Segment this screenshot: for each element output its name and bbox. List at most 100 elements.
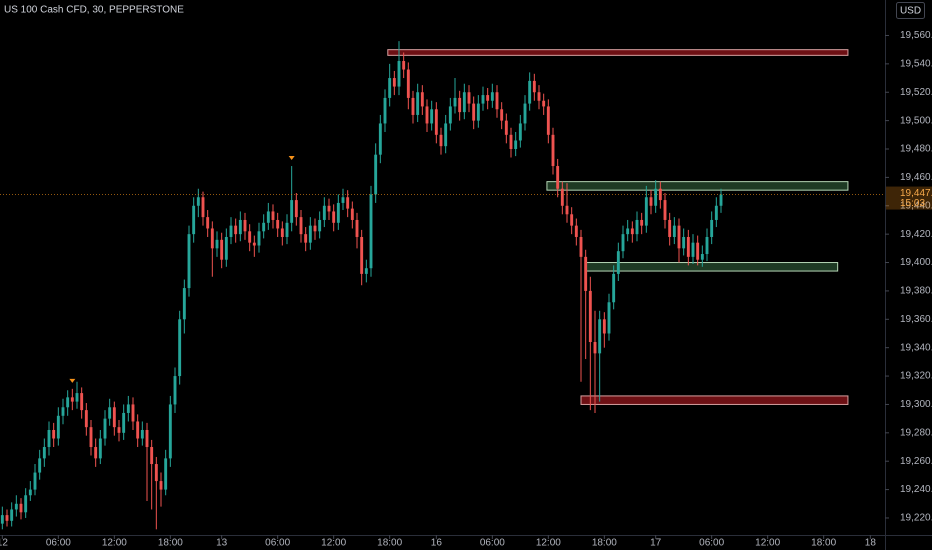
candle-body <box>280 228 284 237</box>
candle-body <box>182 288 186 320</box>
zone <box>585 262 839 272</box>
candle-body <box>383 97 387 124</box>
candle-body <box>196 197 200 206</box>
candle-body <box>10 509 14 521</box>
y-tick-label: 19,480.0 <box>900 144 932 155</box>
candle-body <box>649 197 653 206</box>
candle-body <box>612 273 616 303</box>
candle-body <box>388 78 392 98</box>
candle-body <box>472 103 476 121</box>
candle-body <box>434 109 438 135</box>
candle-body <box>136 421 140 439</box>
candle-body <box>94 447 98 459</box>
candle-body <box>159 481 163 490</box>
candle-body <box>593 342 597 354</box>
x-tick-label: 16 <box>431 538 443 549</box>
candle-body <box>52 429 56 439</box>
x-tick-label: 18:00 <box>592 538 617 549</box>
candle-body <box>514 140 518 150</box>
candle-body <box>458 97 462 113</box>
candle-body <box>215 239 219 249</box>
candle-body <box>14 503 18 510</box>
candle-body <box>411 97 415 115</box>
candle-body <box>210 228 214 249</box>
candle-body <box>668 219 672 237</box>
candle-body <box>262 222 266 232</box>
candle-body <box>0 515 4 524</box>
candle-body <box>551 134 555 167</box>
candle-body <box>290 200 294 223</box>
candle-body <box>173 376 177 405</box>
candle-body <box>150 447 154 465</box>
currency-label[interactable]: USD <box>900 6 921 17</box>
candle-body <box>710 219 714 237</box>
candle-body <box>560 188 564 206</box>
zone <box>580 395 849 405</box>
candle-body <box>28 489 32 496</box>
candle-body <box>122 412 126 433</box>
candle-body <box>504 120 508 135</box>
candle-body <box>528 80 532 104</box>
candle-body <box>252 242 256 246</box>
candle-body <box>313 225 317 232</box>
last-price-label: 19,447.9 <box>900 188 932 199</box>
candle-body <box>570 214 574 226</box>
candle-body <box>402 61 406 70</box>
y-tick-label: 19,300.0 <box>900 399 932 410</box>
candle-body <box>112 407 116 428</box>
candle-body <box>276 219 280 229</box>
candle-body <box>397 61 401 87</box>
y-tick-label: 19,260.0 <box>900 456 932 467</box>
candle-body <box>318 219 322 232</box>
candle-body <box>481 95 485 104</box>
y-tick-label: 19,540.0 <box>900 59 932 70</box>
zone <box>387 49 849 56</box>
candle-body <box>556 166 560 189</box>
y-tick-label: 19,520.0 <box>900 87 932 98</box>
candle-body <box>164 458 168 490</box>
candle-body <box>640 219 644 226</box>
candle-body <box>542 100 546 107</box>
candle-body <box>271 211 275 220</box>
candle-body <box>299 217 303 235</box>
candle-body <box>616 251 620 274</box>
candle-body <box>691 242 695 257</box>
candle-body <box>416 92 420 115</box>
candle-body <box>19 503 23 513</box>
candle-body <box>201 197 205 218</box>
candle-body <box>294 200 298 218</box>
candle-body <box>537 92 541 101</box>
candle-body <box>336 202 340 223</box>
y-tick-label: 19,420.0 <box>900 229 932 240</box>
candle-body <box>621 234 625 252</box>
x-tick-label: 18:00 <box>377 538 402 549</box>
candle-body <box>602 319 606 334</box>
candle-body <box>682 236 686 249</box>
candle-body <box>238 219 242 235</box>
candle-body <box>248 231 252 243</box>
candle-body <box>509 134 513 150</box>
candle-body <box>42 447 46 459</box>
candle-body <box>145 429 149 448</box>
candle-body <box>374 154 378 195</box>
candle-body <box>66 397 70 408</box>
bar-countdown: 15:03 <box>900 198 925 209</box>
candle-body <box>140 429 144 439</box>
candle-body <box>369 194 373 269</box>
candle-body <box>168 404 172 459</box>
candle-body <box>192 205 196 235</box>
candle-body <box>364 268 368 274</box>
candle-body <box>430 109 434 124</box>
candle-body <box>80 393 84 411</box>
candle-body <box>350 208 354 220</box>
candle-body <box>126 404 130 413</box>
candle-body <box>579 236 583 257</box>
candle-body <box>304 234 308 243</box>
candle-body <box>439 134 443 147</box>
y-tick-label: 19,500.0 <box>900 115 932 126</box>
candle-body <box>654 188 658 206</box>
candle-body <box>206 217 210 229</box>
currency-button[interactable] <box>896 2 925 19</box>
candle-body <box>322 205 326 220</box>
